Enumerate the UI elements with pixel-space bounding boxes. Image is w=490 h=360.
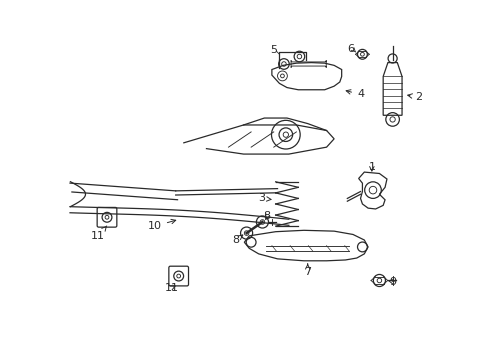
Text: 5: 5: [270, 45, 277, 55]
Text: 4: 4: [346, 90, 364, 99]
Text: 9: 9: [389, 276, 396, 287]
Text: 7: 7: [304, 264, 311, 277]
Text: 8: 8: [232, 235, 243, 245]
Text: 11: 11: [165, 283, 178, 293]
Text: 10: 10: [148, 219, 176, 231]
Text: 11: 11: [91, 226, 107, 241]
Text: 2: 2: [408, 92, 422, 102]
Text: 8: 8: [264, 211, 270, 221]
Text: 3: 3: [258, 193, 271, 203]
Text: 6: 6: [347, 44, 355, 54]
Text: 1: 1: [368, 162, 375, 172]
